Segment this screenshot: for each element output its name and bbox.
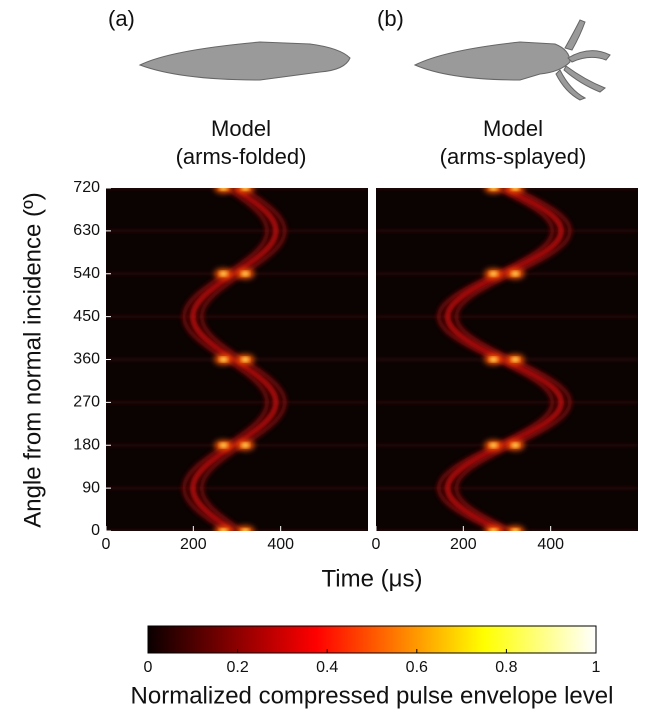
panel-title: Model bbox=[211, 116, 271, 141]
streak bbox=[106, 400, 368, 405]
hot-spot-core bbox=[489, 442, 498, 448]
squid-folded bbox=[138, 41, 351, 81]
y-tick-label: 450 bbox=[73, 308, 100, 325]
ridge bbox=[444, 188, 565, 531]
streak bbox=[106, 228, 368, 233]
streak bbox=[376, 314, 638, 319]
hot-spot-core bbox=[489, 271, 498, 277]
x-tick-label: 200 bbox=[450, 536, 477, 553]
colorbar-label: Normalized compressed pulse envelope lev… bbox=[131, 682, 614, 709]
colorbar-tick-label: 0.2 bbox=[226, 659, 248, 676]
ridge bbox=[189, 188, 279, 531]
y-tick-label: 360 bbox=[73, 351, 100, 368]
hot-spot-core bbox=[219, 188, 228, 191]
y-tick-label: 90 bbox=[82, 479, 100, 496]
hot-spot-core bbox=[241, 188, 250, 191]
panel-label: (a) bbox=[108, 6, 135, 31]
panel-title: Model bbox=[483, 116, 543, 141]
streak bbox=[106, 486, 368, 491]
hot-spot-core bbox=[241, 357, 250, 362]
colorbar-tick-label: 0.8 bbox=[495, 659, 517, 676]
x-tick-label: 0 bbox=[102, 536, 111, 553]
hot-spot-core bbox=[241, 528, 250, 531]
x-axis-label: Time (μs) bbox=[322, 565, 423, 592]
y-tick-label: 720 bbox=[73, 179, 100, 196]
y-tick-label: 180 bbox=[73, 436, 100, 453]
x-tick-label: 400 bbox=[267, 536, 294, 553]
colorbar bbox=[147, 625, 597, 654]
hot-spot-core bbox=[489, 188, 498, 191]
x-tick-label: 400 bbox=[537, 536, 564, 553]
squid-splayed bbox=[413, 19, 611, 101]
x-tick-label: 200 bbox=[180, 536, 207, 553]
x-tick-label: 0 bbox=[372, 536, 381, 553]
hot-spot-core bbox=[511, 528, 520, 531]
y-tick-label: 630 bbox=[73, 222, 100, 239]
hot-spot-core bbox=[219, 271, 228, 277]
colorbar-tick-label: 1 bbox=[592, 659, 601, 676]
hot-spot-core bbox=[511, 442, 520, 448]
hot-spot-core bbox=[489, 528, 498, 531]
hot-spot-core bbox=[511, 357, 520, 362]
colorbar-tick-label: 0 bbox=[144, 659, 153, 676]
y-tick-label: 0 bbox=[91, 522, 100, 539]
hot-spot-core bbox=[241, 271, 250, 277]
hot-spot-core bbox=[489, 357, 498, 362]
streak bbox=[106, 314, 368, 319]
hot-spot-core bbox=[219, 442, 228, 448]
panel-title: (arms-splayed) bbox=[440, 144, 587, 169]
colorbar-tick-label: 0.4 bbox=[316, 659, 338, 676]
heatmap-pattern bbox=[106, 188, 368, 531]
y-tick-label: 540 bbox=[73, 265, 100, 282]
hot-spot-core bbox=[219, 528, 228, 531]
panel-label: (b) bbox=[377, 6, 404, 31]
y-tick-label: 270 bbox=[73, 394, 100, 411]
hot-spot-core bbox=[219, 357, 228, 362]
streak bbox=[376, 486, 638, 491]
y-axis-label: Angle from normal incidence (º) bbox=[19, 192, 46, 528]
streak bbox=[376, 400, 638, 405]
hot-spot-core bbox=[241, 442, 250, 448]
panel-title: (arms-folded) bbox=[176, 144, 307, 169]
hot-spot-core bbox=[511, 188, 520, 191]
hot-spot-core bbox=[511, 271, 520, 277]
heatmap-pattern bbox=[376, 188, 638, 531]
colorbar-tick-label: 0.6 bbox=[406, 659, 428, 676]
streak bbox=[376, 228, 638, 233]
